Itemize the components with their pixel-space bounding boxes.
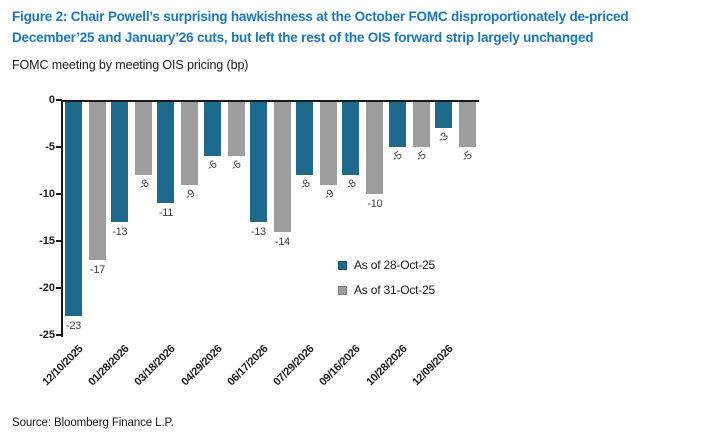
value-label: -8	[297, 177, 312, 193]
bar-as-of-31-oct-03/18/2026	[181, 102, 199, 185]
value-label: -13	[112, 226, 128, 239]
x-axis-label: 09/16/2026	[317, 343, 363, 389]
x-axis-label: 12/09/2026	[410, 343, 456, 389]
bar-as-of-31-oct-10/28/2026	[412, 102, 430, 147]
bar-as-of-28-oct-09/16/2026	[342, 102, 360, 176]
x-axis-label: 07/29/2026	[271, 343, 317, 389]
y-tick-mark	[56, 240, 62, 242]
value-label: -8	[136, 177, 151, 193]
value-label: -23	[66, 320, 81, 333]
zero-baseline	[61, 100, 479, 102]
legend-label-28-oct: As of 28-Oct-25	[354, 258, 436, 272]
y-tick-mark	[56, 99, 62, 101]
figure-title-line-2: December’25 and January’26 cuts, but lef…	[12, 29, 594, 45]
bar-as-of-28-oct-07/29/2026	[296, 102, 314, 176]
legend-marker-teal-icon	[338, 260, 347, 270]
value-label: -14	[274, 235, 290, 248]
value-label: -6	[204, 158, 220, 174]
bar-as-of-28-oct-12/09/2026	[434, 102, 452, 129]
source-note: Source: Bloomberg Finance L.P.	[12, 417, 174, 429]
value-label: -13	[250, 226, 266, 239]
bar-as-of-31-oct-12/09/2026	[458, 102, 476, 147]
value-label: -5	[460, 149, 475, 165]
bar-as-of-31-oct-04/29/2026	[227, 102, 245, 157]
legend-label-31-oct: As of 31-Oct-25	[354, 283, 436, 297]
value-label: -5	[413, 149, 429, 165]
value-label: -10	[367, 198, 383, 210]
figure-title-line-1: Figure 2: Chair Powell’s surprising hawk…	[12, 9, 629, 24]
value-label: -8	[343, 177, 359, 193]
chart-legend: As of 28-Oct-25 As of 31-Oct-25	[338, 256, 435, 306]
legend-marker-gray-icon	[338, 285, 347, 295]
value-label: -9	[182, 187, 198, 203]
x-axis-label: 12/10/2025	[40, 343, 86, 389]
bar-as-of-28-oct-12/10/2025	[65, 102, 82, 317]
y-tick-mark	[56, 334, 62, 336]
value-label: -17	[90, 263, 105, 276]
bar-as-of-31-oct-12/10/2025	[89, 102, 106, 260]
value-label: -5	[389, 149, 405, 165]
bar-as-of-28-oct-01/28/2026	[111, 102, 129, 223]
bar-as-of-28-oct-03/18/2026	[157, 102, 175, 204]
bar-as-of-31-oct-07/29/2026	[320, 102, 338, 185]
y-tick-label: -10	[39, 188, 55, 200]
value-label: -9	[321, 187, 336, 203]
y-axis-line	[61, 100, 63, 337]
figure-title: Figure 2: Chair Powell’s surprising hawk…	[12, 7, 708, 49]
value-label: -3	[436, 130, 451, 146]
bar-as-of-31-oct-09/16/2026	[366, 102, 384, 194]
x-axis-label: 10/28/2026	[363, 343, 410, 389]
y-tick-label: -15	[39, 235, 55, 247]
bar-as-of-31-oct-01/28/2026	[135, 102, 153, 176]
value-label: -6	[228, 158, 244, 174]
y-tick-label: -25	[39, 329, 55, 341]
y-tick-label: 0	[48, 94, 55, 106]
x-axis-label: 01/28/2026	[86, 343, 132, 389]
legend-item-28-oct: As of 28-Oct-25	[338, 256, 435, 274]
bar-as-of-28-oct-04/29/2026	[203, 102, 221, 157]
x-axis-label: 06/17/2026	[225, 343, 271, 389]
y-tick-mark	[56, 193, 62, 195]
bar-as-of-28-oct-10/28/2026	[388, 102, 406, 147]
x-axis-label: 04/29/2026	[178, 343, 225, 389]
x-axis-label: 03/18/2026	[132, 343, 179, 389]
bar-as-of-31-oct-06/17/2026	[273, 102, 291, 232]
y-tick-label: -5	[45, 141, 55, 153]
y-tick-label: -20	[39, 282, 55, 294]
y-tick-mark	[56, 287, 62, 289]
y-tick-mark	[56, 146, 62, 148]
legend-item-31-oct: As of 31-Oct-25	[338, 281, 435, 299]
chart-subtitle: FOMC meeting by meeting OIS pricing (bp)	[12, 58, 249, 72]
value-label: -11	[158, 207, 174, 220]
bar-as-of-28-oct-06/17/2026	[249, 102, 267, 223]
